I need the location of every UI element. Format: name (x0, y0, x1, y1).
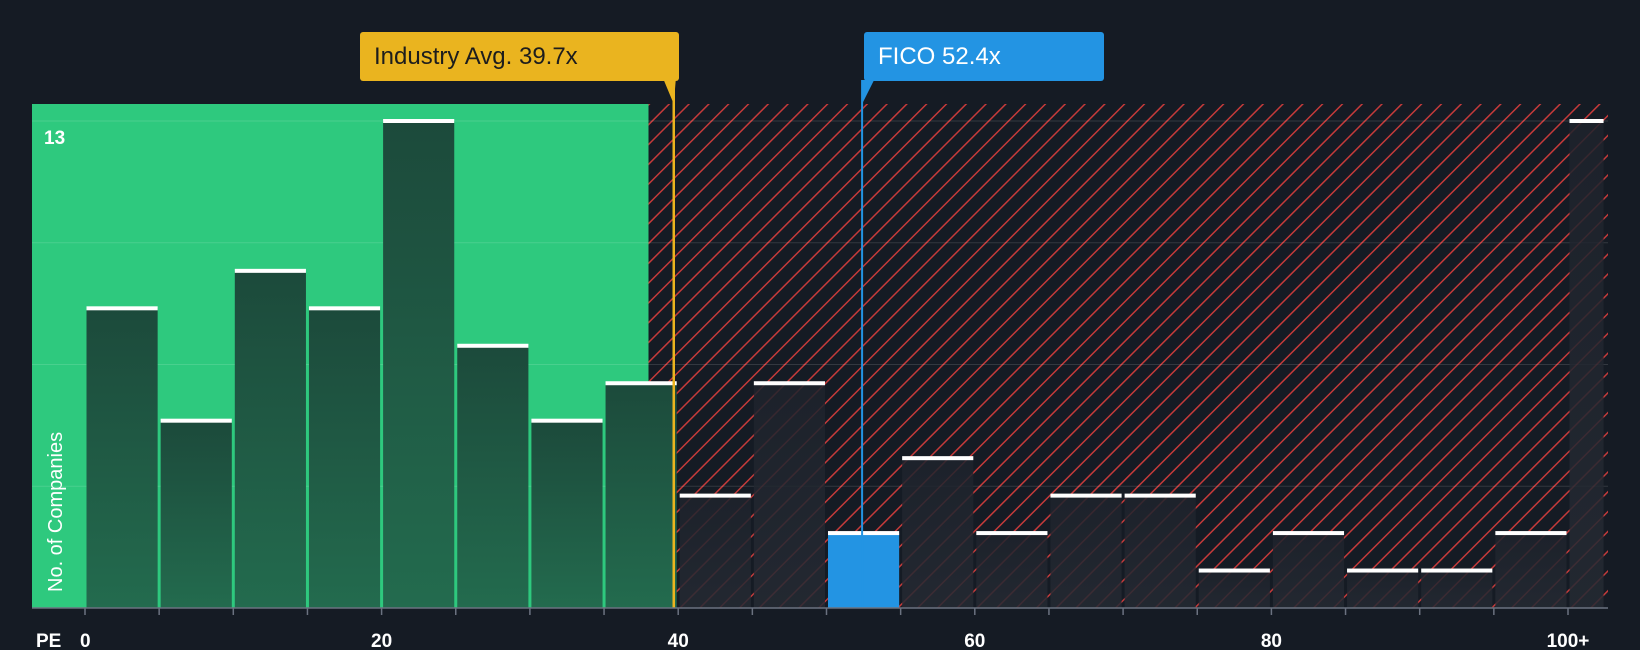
bar-cap-8 (679, 493, 751, 498)
bar-cap-0 (86, 306, 158, 311)
bar-90-95 (1421, 570, 1493, 608)
bar-cap-13 (1050, 493, 1122, 498)
bar-0-5 (86, 308, 158, 608)
bar-cap-17 (1347, 568, 1419, 573)
bar-cap-12 (976, 531, 1048, 536)
bar-10-15 (234, 270, 306, 608)
bar-5-10 (160, 420, 232, 608)
company-pe-callout: FICO 52.4x (864, 32, 1104, 81)
bar-95-100 (1495, 533, 1567, 608)
company-callout-pointer (862, 80, 875, 104)
bar-cap-1 (160, 418, 232, 423)
bar-55-60 (902, 458, 974, 608)
bar-30-35 (531, 420, 603, 608)
bar-45-50 (753, 383, 825, 608)
industry-average-callout: Industry Avg. 39.7x (360, 32, 679, 81)
bar-20-25 (383, 121, 455, 608)
x-axis-label: PE (36, 631, 61, 650)
bar-cap-15 (1198, 568, 1270, 573)
bar-cap-14 (1124, 493, 1196, 498)
x-tick-label-0: 0 (80, 631, 91, 650)
x-tick-label-100: 100+ (1547, 631, 1590, 650)
bar-cap-9 (753, 381, 825, 386)
bar-cap-16 (1272, 531, 1345, 536)
bar-100-102.5 (1569, 121, 1604, 608)
industry-average-label: Industry Avg. 39.7x (374, 43, 578, 70)
bar-cap-7 (605, 381, 677, 386)
bar-cap-20 (1569, 119, 1604, 123)
industry-callout-pointer (663, 80, 676, 104)
bar-cap-4 (383, 119, 455, 123)
bar-cap-19 (1495, 531, 1567, 536)
bar-cap-10 (828, 531, 900, 536)
company-bar (828, 533, 900, 608)
bar-cap-2 (234, 268, 306, 273)
bar-75-80 (1198, 570, 1270, 608)
x-tick-label-80: 80 (1261, 631, 1282, 650)
x-tick-label-20: 20 (371, 631, 392, 650)
bar-70-75 (1124, 495, 1196, 608)
y-axis-label: No. of Companies (45, 432, 67, 592)
bar-cap-3 (308, 306, 381, 311)
bar-cap-11 (902, 456, 974, 461)
bar-80-85 (1272, 533, 1345, 608)
bar-65-70 (1050, 495, 1122, 608)
bar-15-20 (308, 308, 381, 608)
bar-cap-6 (531, 418, 603, 423)
bar-40-45 (679, 495, 751, 608)
bar-cap-5 (457, 343, 529, 348)
x-tick-label-40: 40 (668, 631, 689, 650)
bar-cap-18 (1421, 568, 1493, 573)
y-max-label: 13 (44, 128, 65, 149)
bar-35-40 (605, 383, 677, 608)
bar-85-90 (1347, 570, 1419, 608)
bar-25-30 (457, 345, 529, 608)
bar-60-65 (976, 533, 1048, 608)
x-tick-label-60: 60 (964, 631, 985, 650)
company-pe-label: FICO 52.4x (878, 43, 1001, 70)
